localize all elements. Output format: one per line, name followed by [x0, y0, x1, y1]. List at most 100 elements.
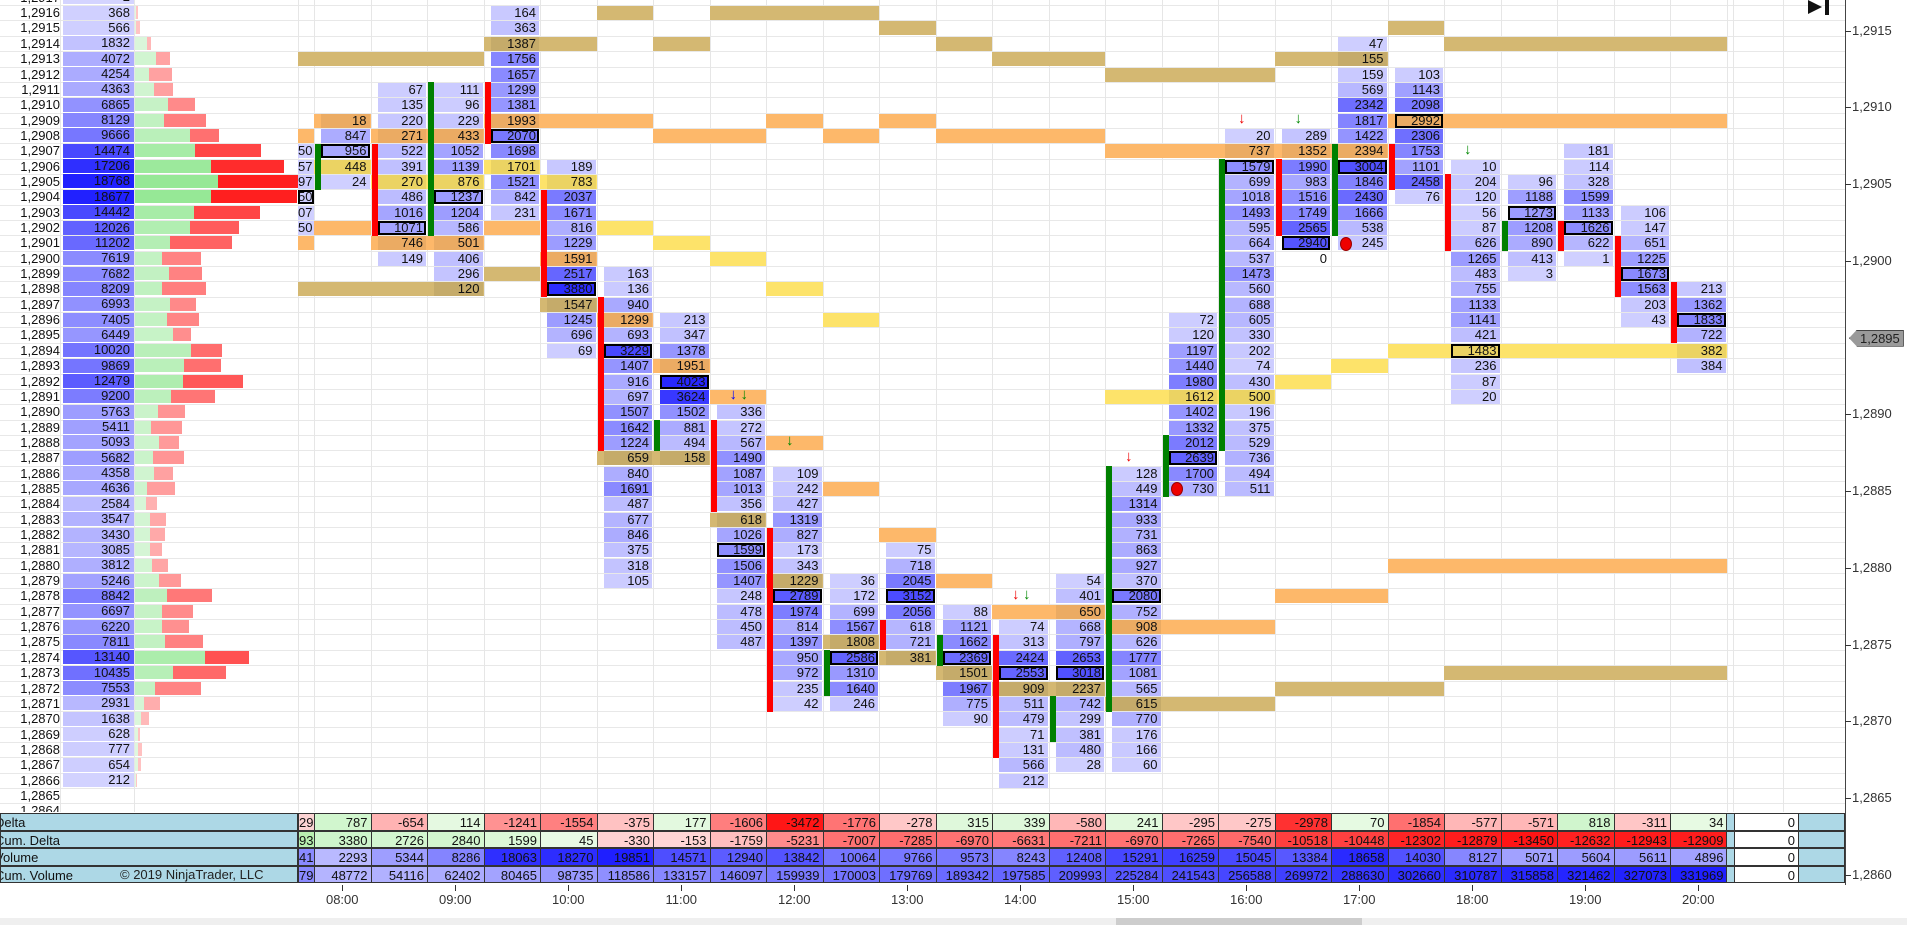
volume-cell: 693	[603, 328, 652, 343]
orange-level-band	[935, 574, 992, 589]
bullish-candle-bar	[936, 634, 943, 666]
volume-cell: 814	[773, 620, 822, 635]
volume-cell: 1204	[434, 205, 483, 220]
time-axis-tick	[1472, 885, 1474, 891]
volume-cell: 1502	[660, 405, 709, 420]
bullish-candle-bar	[1219, 159, 1225, 451]
ladder-volume: 6993	[63, 297, 134, 312]
ladder-price: 1,2917	[0, 0, 60, 5]
profile-buy-bar	[135, 435, 159, 449]
volume-cell: 1224	[603, 435, 652, 450]
volume-cell: 2342	[1338, 98, 1387, 113]
volume-cell: 149	[377, 251, 426, 266]
profile-sell-bar	[162, 282, 207, 296]
profile-sell-bar	[166, 313, 200, 327]
table-total-cell: 0	[1734, 865, 1799, 884]
grid-row-line	[0, 358, 1845, 360]
ladder-price: 1,2898	[20, 281, 60, 297]
volume-cell: 697	[603, 389, 652, 404]
bearish-candle-bar	[1445, 174, 1451, 252]
table-spacer	[1798, 848, 1845, 866]
skip-to-end-button[interactable]	[1806, 0, 1832, 16]
table-cell: 269972	[1274, 865, 1332, 884]
profile-sell-bar	[167, 589, 212, 603]
time-axis-tick	[342, 885, 344, 891]
time-axis-tick	[907, 885, 909, 891]
scrollbar-thumb[interactable]	[1116, 918, 1362, 925]
profile-buy-bar	[135, 251, 163, 265]
ladder-price: 1,2885	[20, 480, 60, 496]
volume-cell: 213	[660, 313, 709, 328]
profile-sell-bar	[149, 528, 165, 541]
ladder-price: 1,2899	[20, 266, 60, 282]
profile-buy-bar	[135, 6, 136, 20]
price-axis[interactable]	[1845, 0, 1846, 885]
volume-cell: 1563	[1620, 282, 1669, 297]
table-cell: 98735	[540, 865, 598, 884]
volume-cell: 626	[1112, 635, 1161, 650]
profile-buy-bar	[135, 758, 138, 772]
profile-sell-bar	[169, 267, 202, 281]
table-cell: 302660	[1387, 865, 1445, 884]
ladder-volume: 9200	[63, 389, 134, 404]
ladder-price: 1,2874	[20, 649, 60, 665]
table-cell: 114	[427, 813, 485, 831]
horizontal-scrollbar[interactable]	[0, 918, 1907, 925]
green-arrow-icon: ↓	[1023, 585, 1031, 603]
red-dot-icon	[1340, 236, 1352, 251]
table-cell: -654	[370, 813, 428, 831]
ladder-price: 1,2897	[20, 296, 60, 312]
volume-cell: 1951	[660, 359, 709, 374]
orange-level-band	[483, 221, 540, 235]
volume-cell: 2430	[1338, 190, 1387, 205]
volume-cell: 586	[434, 221, 483, 235]
volume-cell: 105	[603, 574, 652, 589]
ladder-volume: 5093	[63, 435, 134, 450]
footprint-chart[interactable]: 1,291721,29163681,29155661,291418321,291…	[0, 0, 1845, 812]
volume-cell: 1402	[1168, 405, 1217, 420]
profile-buy-bar	[135, 67, 150, 81]
table-cell: 16259	[1161, 848, 1219, 866]
profile-sell-bar	[141, 712, 150, 726]
grid-col-line	[879, 0, 880, 812]
profile-buy-bar	[135, 389, 171, 403]
ladder-price: 1,2888	[20, 434, 60, 450]
table-total-cell: 0	[1734, 830, 1799, 849]
volume-cell: 1141	[1451, 313, 1500, 328]
poc-cell: 2070	[490, 128, 539, 143]
gold-level-band	[935, 36, 992, 51]
profile-sell-bar	[183, 359, 221, 373]
ladder-volume: 18768	[63, 174, 134, 189]
orange-level-band	[766, 435, 823, 450]
volume-cell: 391	[377, 159, 426, 174]
ladder-volume: 4358	[63, 466, 134, 481]
volume-cell: 1422	[1338, 128, 1387, 143]
volume-cell: 363	[490, 21, 539, 36]
grid-row-line	[0, 695, 1845, 697]
volume-cell: 220	[377, 113, 426, 128]
volume-cell: 270	[377, 174, 426, 189]
grid-col-line	[134, 0, 135, 812]
table-cell: 159939	[766, 865, 824, 884]
table-row-label-text: Cum. Volume	[0, 867, 74, 883]
table-spacer	[1798, 830, 1845, 849]
volume-cell: 1753	[1394, 144, 1443, 159]
table-spacer	[1798, 813, 1845, 831]
volume-cell: 449	[1112, 481, 1161, 496]
bearish-candle-bar	[1671, 281, 1677, 344]
profile-buy-bar	[135, 696, 144, 710]
volume-cell: 1657	[490, 67, 539, 82]
bullish-candle-bar	[1332, 143, 1338, 236]
volume-cell: 155	[1338, 52, 1387, 67]
bearish-candle-bar	[371, 143, 378, 236]
table-cell: 13384	[1274, 848, 1332, 866]
grid-col-line	[1613, 0, 1615, 812]
poc-cell: 1833	[1677, 313, 1726, 328]
profile-buy-bar	[135, 343, 191, 357]
ladder-price: 1,2891	[20, 388, 60, 404]
ladder-price: 1,2884	[20, 496, 60, 512]
grid-row-line	[0, 450, 1845, 452]
volume-cell: 567	[716, 435, 765, 450]
table-cell: 14030	[1387, 848, 1445, 866]
grid-row-line	[0, 434, 1845, 436]
